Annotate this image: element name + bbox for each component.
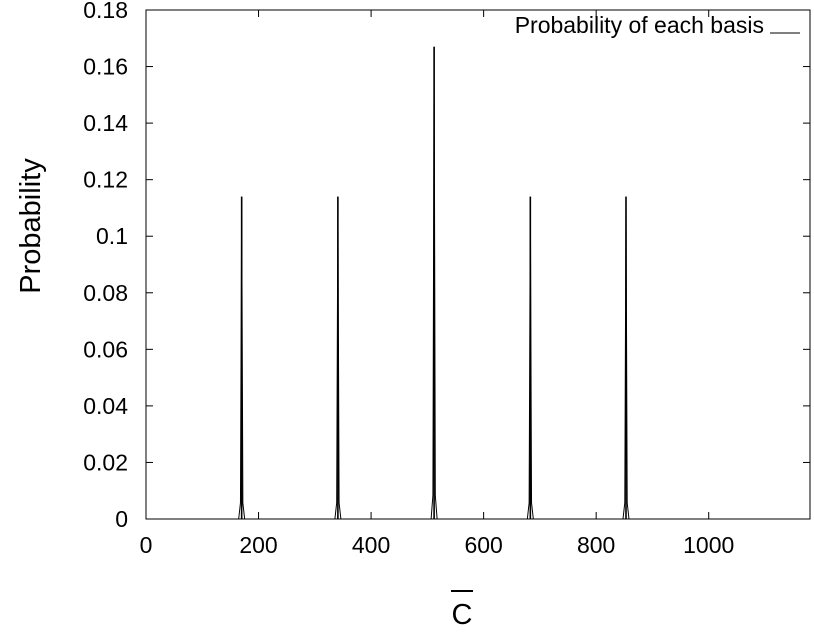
legend: Probability of each basis	[515, 12, 800, 38]
legend-label: Probability of each basis	[515, 12, 764, 38]
x-tick-label: 800	[577, 532, 615, 558]
axis-ticks: 0 200 400 600 800 1000 0 0.02 0.04 0.06 0.08 0.1 0.1…	[83, 0, 810, 558]
y-axis-label: Probability	[15, 158, 47, 294]
x-tick-label: 600	[464, 532, 502, 558]
y-tick-label: 0.1	[96, 223, 128, 249]
x-tick-label: 0	[140, 532, 153, 558]
y-tick-label: 0.16	[83, 54, 128, 80]
x-tick-label: 200	[239, 532, 277, 558]
x-tick-label: 1000	[683, 532, 734, 558]
y-tick-label: 0.06	[83, 336, 128, 362]
y-tick-label: 0.08	[83, 280, 128, 306]
x-tick-label: 400	[352, 532, 390, 558]
series-line	[146, 46, 810, 520]
y-tick-label: 0.04	[83, 393, 128, 419]
x-axis-label: C	[452, 599, 473, 631]
y-tick-label: 0.18	[83, 0, 128, 23]
y-tick-label: 0.14	[83, 110, 128, 136]
y-tick-label: 0.02	[83, 449, 128, 475]
y-tick-label: 0	[115, 506, 128, 532]
plot-frame	[145, 9, 811, 520]
y-tick-label: 0.12	[83, 167, 128, 193]
series-group	[146, 46, 810, 520]
